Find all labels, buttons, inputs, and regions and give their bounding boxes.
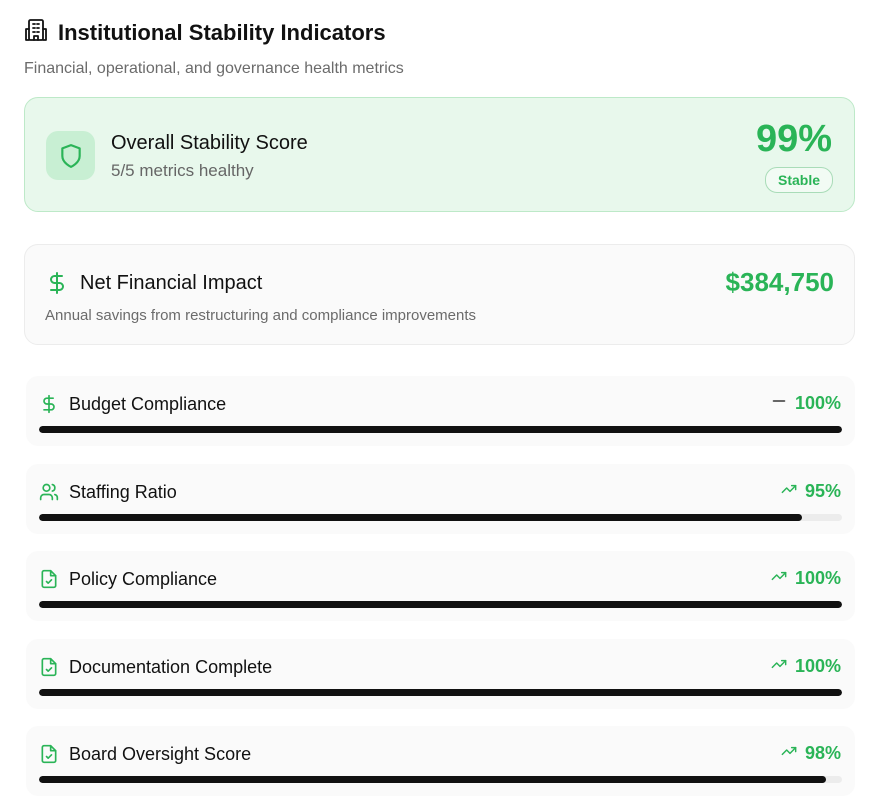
header: Institutional Stability Indicators	[24, 18, 386, 47]
metric-documentation-complete: Documentation Complete 100%	[26, 639, 855, 709]
metric-label: Staffing Ratio	[69, 482, 177, 502]
metric-board-oversight-score: Board Oversight Score 98%	[26, 726, 855, 796]
metric-value: 100%	[794, 656, 841, 676]
impact-title: Net Financial Impact	[80, 272, 263, 294]
trending-up-icon	[781, 481, 797, 502]
progress-bar	[39, 514, 842, 521]
score-title: Overall Stability Score	[111, 132, 308, 154]
status-badge: Stable	[764, 167, 833, 193]
dollar-icon	[45, 271, 69, 300]
metric-value: 95%	[804, 481, 841, 501]
score-value: 99%	[755, 118, 832, 160]
metric-value: 100%	[794, 568, 841, 588]
metric-value: 98%	[804, 743, 841, 763]
progress-fill	[39, 776, 826, 783]
progress-bar	[39, 601, 842, 608]
metric-value: 100%	[794, 393, 841, 413]
impact-description: Annual savings from restructuring and co…	[45, 307, 477, 324]
page-title: Institutional Stability Indicators	[58, 19, 386, 45]
metric-label: Documentation Complete	[69, 657, 273, 677]
net-financial-impact-card: Net Financial Impact $384,750 Annual sav…	[24, 244, 855, 345]
progress-fill	[39, 514, 802, 521]
users-icon	[39, 482, 59, 507]
file-check-icon	[39, 569, 59, 594]
file-check-icon	[39, 744, 59, 769]
dollar-icon	[39, 394, 59, 419]
progress-fill	[39, 426, 842, 433]
shield-icon	[46, 131, 95, 180]
metric-label: Board Oversight Score	[69, 744, 252, 764]
score-subtitle: 5/5 metrics healthy	[111, 161, 254, 180]
building-icon	[24, 18, 48, 47]
metric-budget-compliance: Budget Compliance 100%	[26, 376, 855, 446]
metric-staffing-ratio: Staffing Ratio 95%	[26, 464, 855, 534]
progress-bar	[39, 776, 842, 783]
progress-bar	[39, 426, 842, 433]
page-subtitle: Financial, operational, and governance h…	[24, 60, 404, 77]
trending-up-icon	[781, 743, 797, 764]
trending-up-icon	[771, 568, 787, 589]
trend-flat-icon	[771, 393, 787, 414]
metric-label: Policy Compliance	[69, 569, 218, 589]
impact-value: $384,750	[725, 267, 834, 297]
progress-bar	[39, 689, 842, 696]
overall-stability-card: Overall Stability Score 5/5 metrics heal…	[24, 97, 855, 212]
metric-label: Budget Compliance	[69, 394, 227, 414]
progress-fill	[39, 601, 842, 608]
trending-up-icon	[771, 656, 787, 677]
progress-fill	[39, 689, 842, 696]
metric-policy-compliance: Policy Compliance 100%	[26, 551, 855, 621]
file-check-icon	[39, 657, 59, 682]
